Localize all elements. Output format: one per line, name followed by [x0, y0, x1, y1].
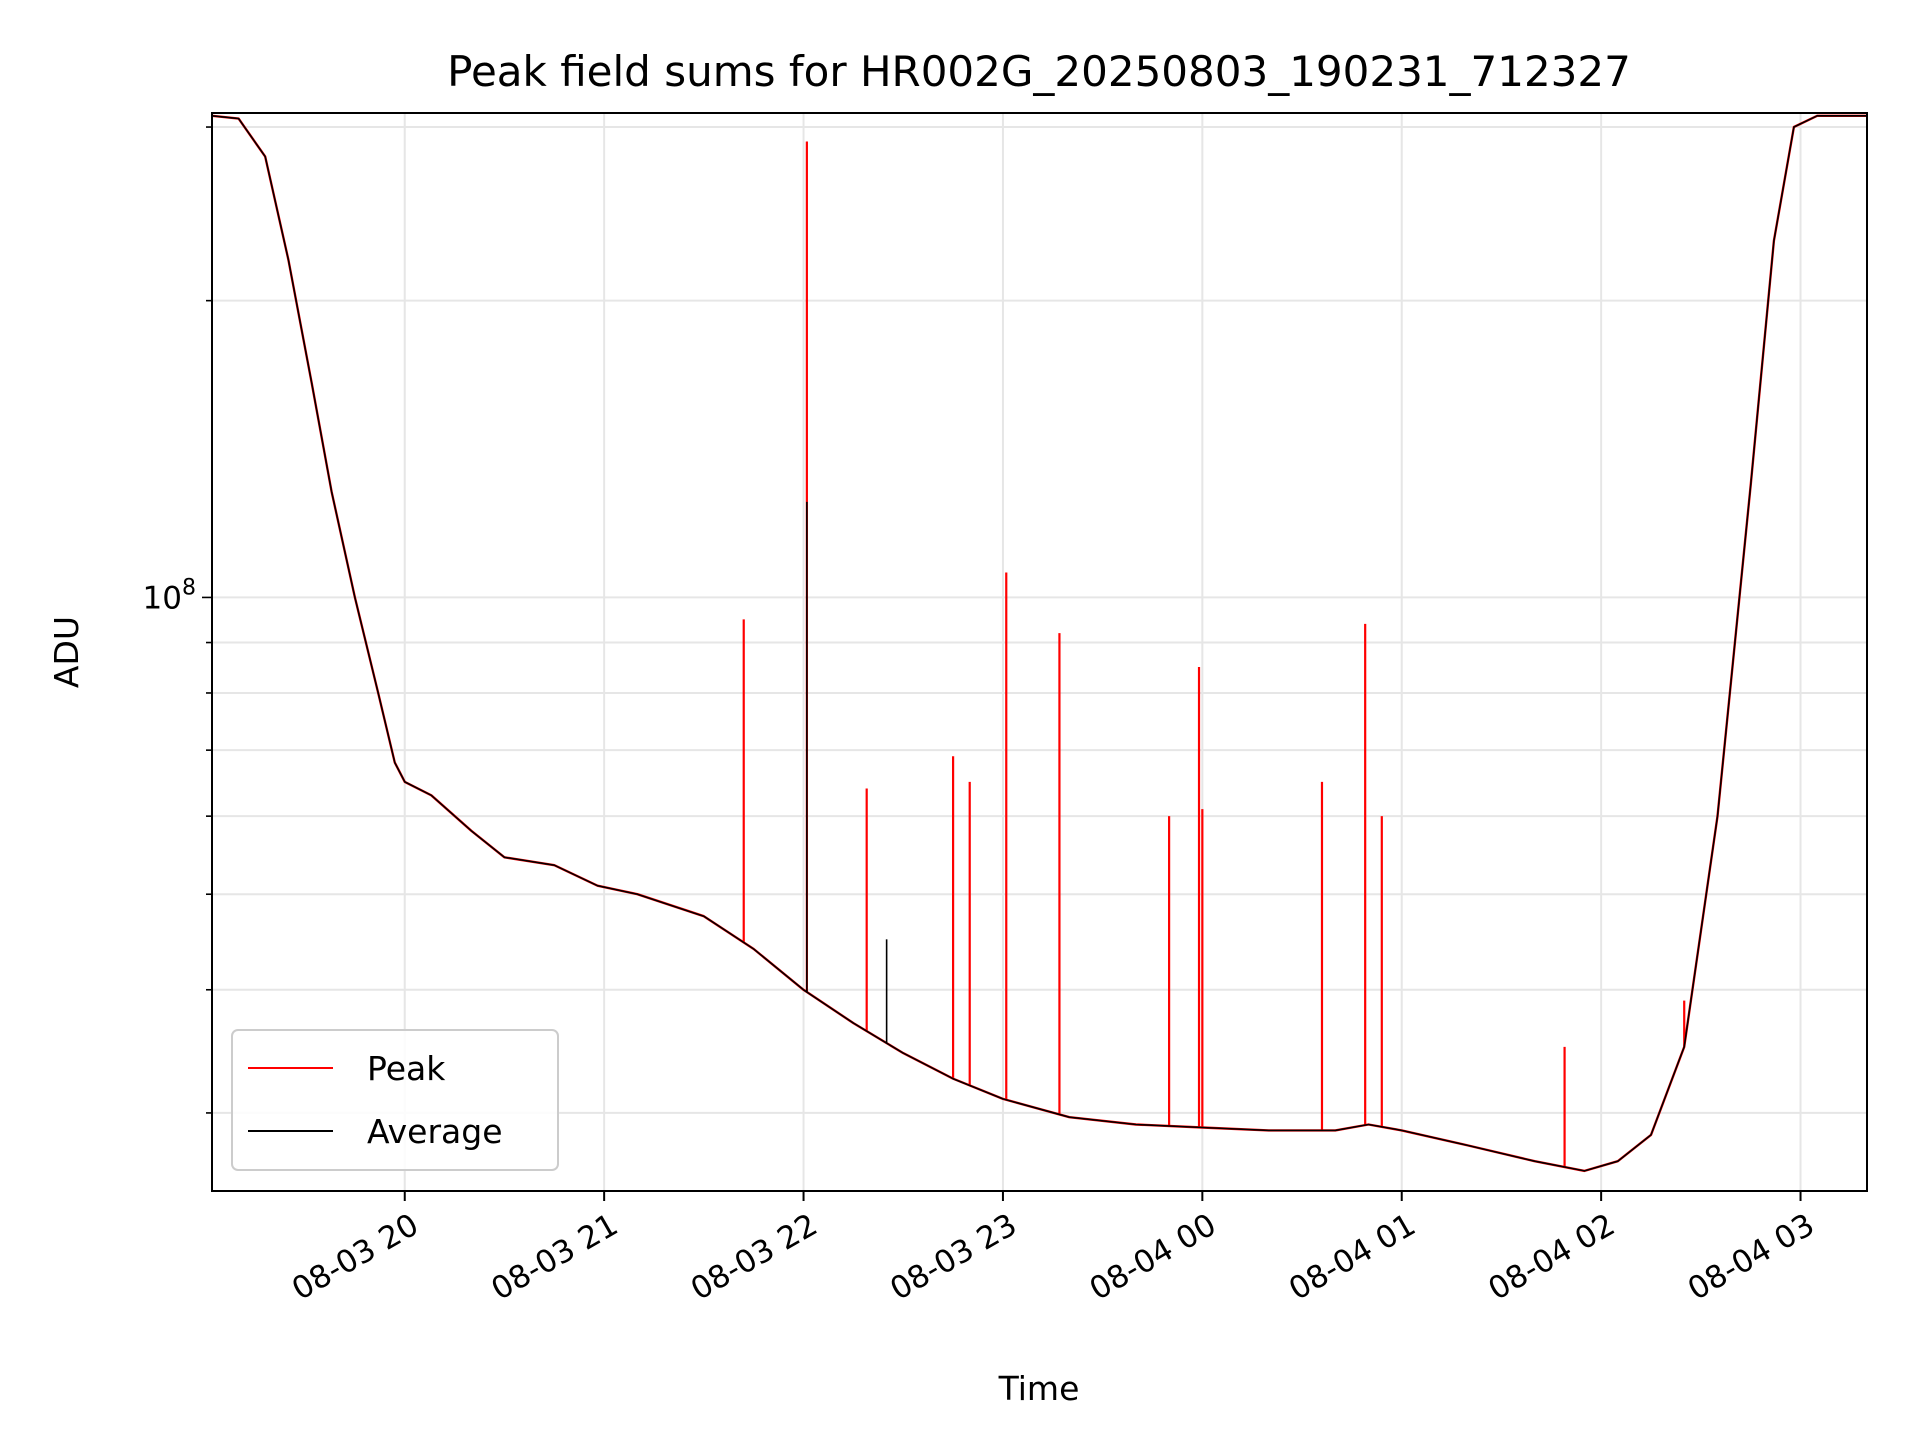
legend-box	[231, 1029, 559, 1171]
y-tick-label: 108	[143, 575, 196, 616]
x-axis-label: Time	[998, 1369, 1080, 1408]
legend-label-peak: Peak	[367, 1049, 446, 1088]
grid	[212, 113, 1867, 1191]
legend-label-average: Average	[367, 1112, 503, 1151]
y-axis-label: ADU	[47, 616, 86, 688]
y-axis: 108	[143, 126, 212, 1114]
legend: Peak Average	[231, 1029, 559, 1171]
series-layer	[212, 114, 1867, 1173]
series-average	[212, 115, 1867, 1172]
plot-area	[212, 113, 1867, 1191]
series-line-average	[212, 115, 1867, 1172]
chart-title: Peak field sums for HR002G_20250803_1902…	[447, 47, 1631, 96]
plot-frame	[211, 112, 1868, 1192]
